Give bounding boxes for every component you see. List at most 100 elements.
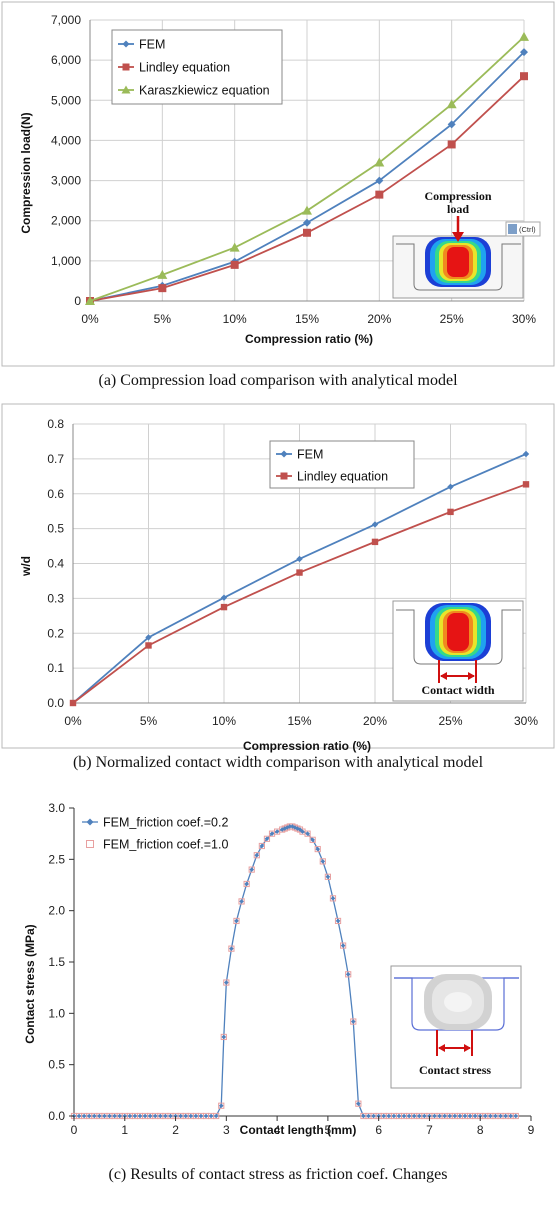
x-tick-label: 4 (274, 1123, 281, 1137)
data-point (519, 31, 529, 41)
data-point (350, 1018, 357, 1025)
data-point (512, 1112, 519, 1120)
data-point (396, 1113, 402, 1119)
y-axis-title: Compression load(N) (19, 112, 33, 233)
data-point (198, 1113, 204, 1119)
data-point (303, 228, 311, 237)
inset-label: Contact width (421, 683, 494, 697)
data-point (263, 835, 271, 842)
data-point (248, 866, 255, 873)
paste-options-button[interactable]: (Ctrl) (505, 221, 541, 237)
data-point (498, 1113, 503, 1119)
x-tick-label: 0% (64, 714, 82, 728)
y-tick-label: 0.0 (48, 1109, 65, 1123)
y-tick-label: 0.5 (48, 1058, 65, 1072)
x-tick-label: 5% (140, 714, 158, 728)
data-point (85, 296, 95, 305)
data-point (493, 1113, 498, 1119)
data-point (442, 1113, 447, 1119)
contact-stress-chart: 0 1 2 3 4 5 6 7 8 9 0.0 0.5 1.0 1.5 2.0 2.5 3.0 Contact… (23, 801, 535, 1137)
data-point (375, 190, 384, 199)
x-axis-title: Contact length (mm) (240, 1123, 357, 1137)
data-point (472, 1113, 478, 1119)
data-point (86, 1113, 92, 1119)
data-point (406, 1113, 412, 1119)
y-tick-label: 2.5 (48, 852, 65, 866)
data-point (132, 1113, 138, 1119)
data-point (178, 1113, 183, 1119)
data-point (158, 1113, 163, 1119)
data-point (386, 1113, 392, 1119)
data-point (221, 1034, 227, 1040)
data-point (355, 1100, 362, 1107)
data-point (249, 867, 255, 872)
data-point (381, 1113, 387, 1119)
data-point (447, 140, 456, 149)
data-point (350, 1019, 356, 1024)
data-point (422, 1113, 427, 1119)
data-point (69, 699, 77, 707)
x-tick-label: 0 (71, 1123, 78, 1137)
x-axis-title: Compression ratio (%) (243, 739, 371, 753)
data-point (157, 269, 168, 279)
contact-width-chart: 0% 5% 10% 15% 20% 25% 30% 0.0 0.1 0.2 0.3 0.4 0.5 0.… (1, 403, 555, 753)
y-tick-label: 0.5 (47, 522, 64, 536)
data-point (302, 205, 312, 215)
data-point (218, 1103, 224, 1109)
data-point (303, 218, 311, 227)
x-tick-label: 10% (212, 714, 236, 728)
x-tick-label: 20% (363, 714, 387, 728)
data-point (112, 1113, 117, 1119)
data-point (145, 634, 152, 641)
legend-label: FEM_friction coef.=1.0 (103, 838, 228, 852)
data-point (432, 1113, 437, 1119)
data-point (168, 1113, 173, 1119)
data-point (340, 942, 347, 949)
data-point (391, 1113, 397, 1119)
data-point (371, 521, 379, 528)
data-point (145, 642, 152, 649)
data-point (158, 284, 167, 293)
data-point (142, 1113, 148, 1119)
data-point (230, 260, 239, 269)
data-point (315, 846, 321, 852)
legend: FEM Lindley equation Karaszkiewicz equatio… (111, 29, 283, 105)
data-point (488, 1113, 493, 1119)
data-point (183, 1113, 189, 1119)
data-point (218, 1102, 225, 1109)
x-tick-label: 25% (438, 714, 462, 728)
data-point (447, 1113, 453, 1119)
data-point (457, 1113, 463, 1119)
x-tick-label: 15% (287, 714, 311, 728)
x-tick-label: 2 (172, 1123, 179, 1137)
data-point (234, 918, 239, 924)
x-tick-label: 5 (325, 1123, 332, 1137)
data-point (287, 824, 293, 829)
x-axis-title: Compression ratio (%) (245, 332, 373, 346)
data-point (447, 120, 456, 129)
data-point (259, 843, 265, 849)
data-point (522, 481, 530, 488)
data-point (147, 1113, 153, 1119)
data-point (92, 1113, 97, 1119)
data-point (253, 852, 260, 859)
inset-title-line1: Compression (424, 189, 491, 203)
data-point (330, 896, 336, 901)
x-tick-label: 7 (426, 1123, 433, 1137)
data-point (320, 859, 326, 864)
legend: FEM Lindley equation (269, 440, 415, 489)
legend-label: FEM_friction coef.=0.2 (103, 816, 228, 830)
legend-label: Karaszkiewicz equation (139, 84, 270, 98)
y-tick-label: 0.6 (47, 487, 64, 501)
y-tick-label: 5,000 (51, 93, 81, 107)
data-point (127, 1113, 133, 1119)
data-point (371, 538, 379, 546)
data-point (203, 1113, 209, 1119)
inset-title-line2: load (447, 202, 469, 216)
data-point (238, 898, 245, 905)
data-point (152, 1113, 158, 1119)
legend-marker (121, 85, 131, 94)
legend-marker (122, 40, 130, 48)
data-point (229, 946, 234, 951)
data-point (319, 858, 326, 865)
